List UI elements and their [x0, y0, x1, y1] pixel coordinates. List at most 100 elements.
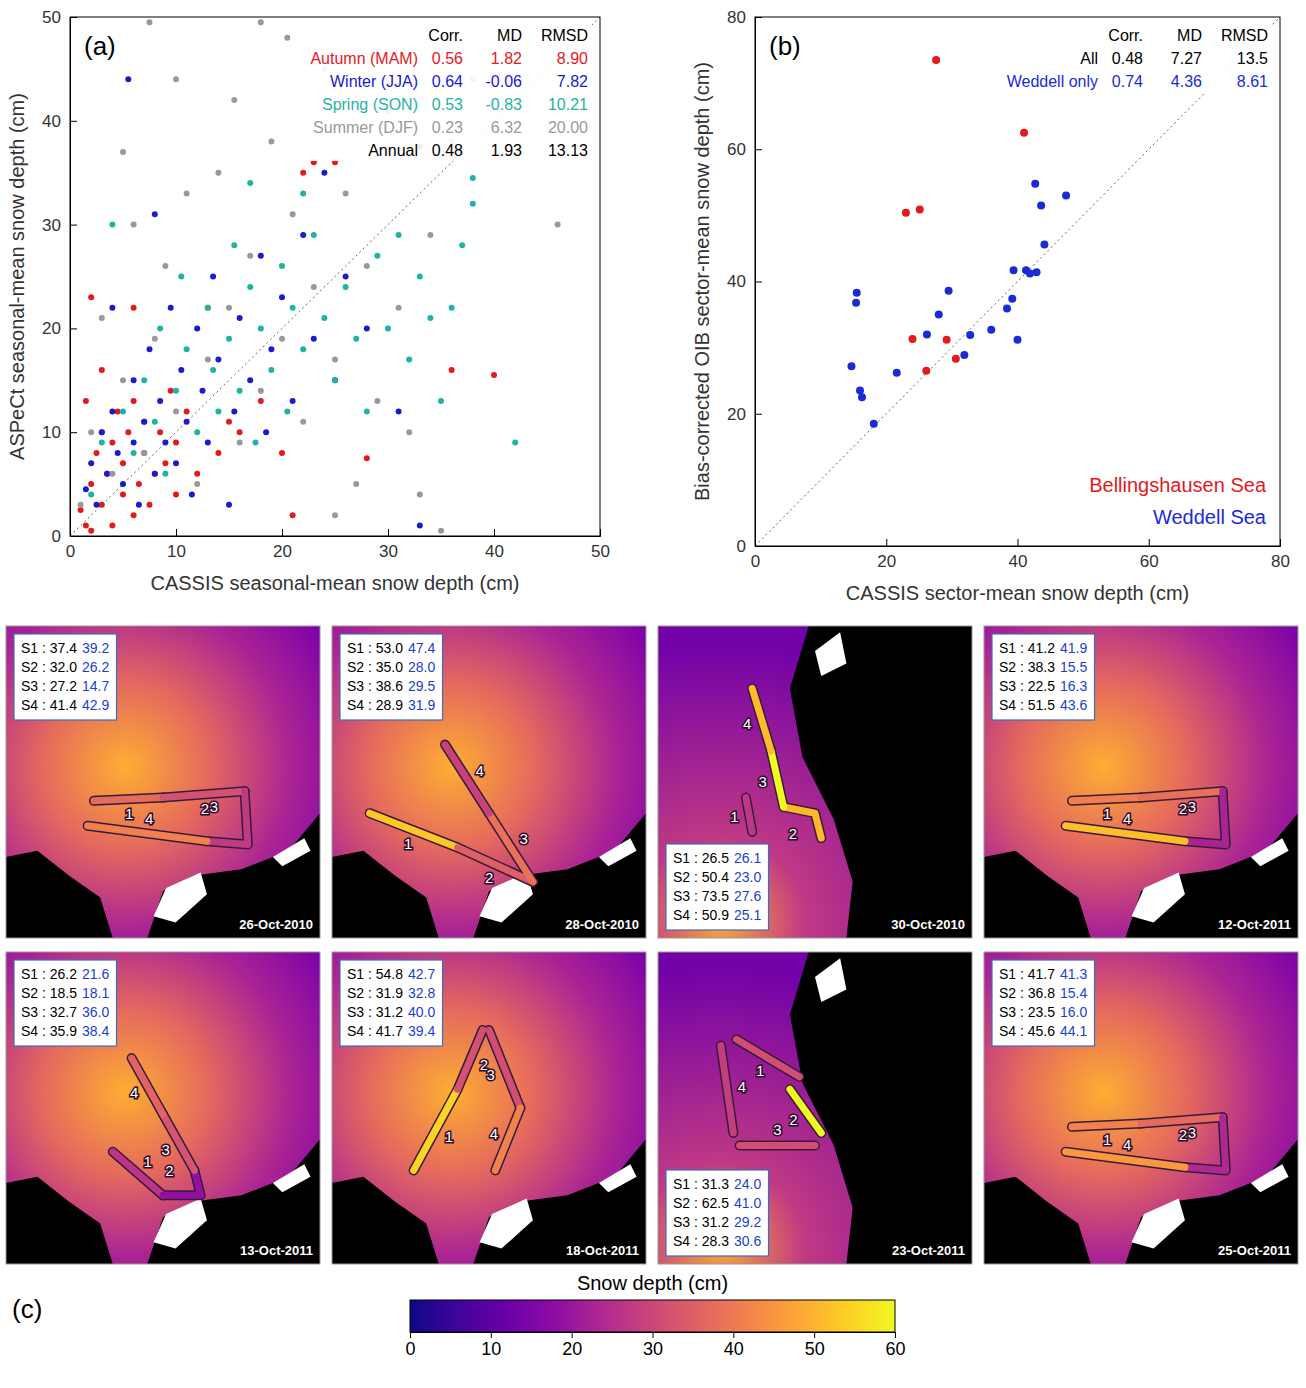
point [417, 523, 423, 529]
stats-header: Corr. [428, 27, 463, 44]
point [258, 253, 264, 259]
track-label: 1 [144, 1153, 152, 1170]
value-line: S2 : 31.932.8 [347, 985, 436, 1001]
track-labels: 1234 [130, 1084, 174, 1179]
separator: : [1016, 966, 1028, 982]
value-line: S4 : 28.330.6 [673, 1233, 762, 1249]
y-tick-label: 40 [42, 112, 61, 131]
colorbar-tick: 0 [405, 1332, 415, 1359]
cassis-value: 15.4 [1060, 985, 1087, 1001]
cassis-value: 27.6 [734, 888, 761, 904]
point [268, 346, 274, 352]
point [152, 471, 158, 477]
stats-value: 6.32 [491, 119, 522, 136]
value-line: S1 : 31.324.0 [673, 1176, 762, 1192]
segment-name: S4 [347, 1023, 364, 1039]
segment-name: S1 [999, 640, 1016, 656]
point [847, 362, 855, 370]
x-tick-label: 30 [379, 542, 398, 561]
segment-name: S1 [999, 966, 1016, 982]
segment-name: S4 [347, 697, 364, 713]
map-background [658, 952, 972, 1264]
track-label: 4 [130, 1084, 138, 1101]
point [459, 242, 465, 248]
stats-background [1003, 25, 1272, 92]
panel-label: (a) [84, 31, 116, 61]
stats-value: 0.23 [432, 119, 463, 136]
y-tick-mark [70, 328, 77, 329]
separator: : [38, 640, 50, 656]
x-axis: 020406080 [751, 539, 1290, 571]
point [258, 19, 264, 25]
map-border [332, 626, 646, 938]
point [99, 367, 105, 373]
value-line: S1 : 26.221.6 [21, 966, 110, 982]
point [131, 305, 137, 311]
stats-table: Corr.MDRMSDAll0.487.2713.5Weddell only0.… [1003, 25, 1272, 92]
y-tick-label: 10 [42, 423, 61, 442]
point [157, 325, 163, 331]
colorbar-ramp [410, 1300, 895, 1332]
track-labels: 1234 [730, 715, 797, 842]
map-background [6, 952, 320, 1264]
point [406, 357, 412, 363]
track-segment [489, 813, 533, 882]
track-label: 4 [475, 762, 483, 779]
cassis-value: 32.8 [408, 985, 435, 1001]
point [131, 377, 137, 383]
track-label: 4 [738, 1078, 746, 1095]
segment-name: S3 [673, 1214, 690, 1230]
panel-label-background [82, 30, 118, 62]
x-tick-mark [1280, 539, 1281, 546]
point [205, 305, 211, 311]
track-label: 1 [1103, 805, 1111, 822]
segment-name: S4 [673, 907, 690, 923]
oib-value: 35.0 [376, 659, 403, 675]
land [1251, 838, 1289, 866]
segment-name: S1 [21, 640, 38, 656]
figure: 0102030405001020304050CASSIS seasonal-me… [0, 0, 1306, 1388]
cassis-value: 16.0 [1060, 1004, 1087, 1020]
oib-value: 31.2 [376, 1004, 403, 1020]
track-segment [721, 1046, 734, 1133]
cassis-value: 47.4 [408, 640, 435, 656]
point [184, 419, 190, 425]
point [94, 450, 100, 456]
oib-value: 26.5 [702, 850, 729, 866]
point [120, 408, 126, 414]
stats-value: 13.5 [1237, 50, 1268, 67]
point [902, 209, 910, 217]
cassis-value: 39.4 [408, 1023, 435, 1039]
map-background [6, 626, 320, 938]
separator: : [364, 1023, 376, 1039]
value-line: S2 : 38.315.5 [999, 659, 1088, 675]
cassis-value: 44.1 [1060, 1023, 1087, 1039]
point [173, 460, 179, 466]
stats-value: -0.83 [486, 96, 523, 113]
x-tick-mark [600, 529, 601, 536]
point [258, 398, 264, 404]
point [104, 471, 110, 477]
point [364, 408, 370, 414]
stats-header: RMSD [541, 27, 588, 44]
point [120, 377, 126, 383]
separator: : [364, 640, 376, 656]
point [215, 357, 221, 363]
map-panel: 1234S1 : 41.741.3S2 : 36.815.4S3 : 23.51… [984, 952, 1298, 1264]
point [300, 419, 306, 425]
stats-value: -0.06 [486, 73, 523, 90]
separator: : [364, 966, 376, 982]
point [162, 263, 168, 269]
value-box: S1 : 54.842.7S2 : 31.932.8S3 : 31.240.0S… [340, 960, 443, 1046]
point [268, 367, 274, 373]
stats-value: 20.00 [548, 119, 588, 136]
track-label: 3 [487, 1066, 495, 1083]
cassis-value: 23.0 [734, 869, 761, 885]
map-area [332, 952, 646, 1264]
colorbar-tick-mark [653, 1332, 654, 1338]
stats-row-name: All [1080, 50, 1098, 67]
separator: : [1016, 640, 1028, 656]
point [152, 471, 158, 477]
track-labels: 1234 [738, 1062, 798, 1138]
point [88, 429, 94, 435]
